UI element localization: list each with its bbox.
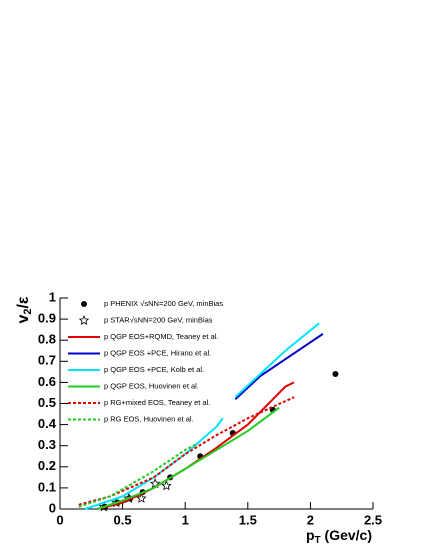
y-tick-label: 0.5 [38, 395, 56, 410]
legend-label: p STAR√sNN=200 GeV, minBias [104, 315, 213, 324]
series-line [97, 381, 295, 510]
y-label-rest: /ε [15, 296, 32, 308]
legend-label: p RG+mixed EOS, Teaney et al. [104, 398, 210, 407]
x-tick-label: 2 [307, 512, 314, 527]
series-line [78, 396, 295, 506]
x-label-rest: (Gev/c) [321, 527, 372, 543]
legend-symbol [81, 301, 87, 307]
y-tick-label: 0 [49, 500, 56, 515]
data-point [332, 370, 339, 377]
legend-symbol [78, 314, 90, 325]
y-tick-label: 0.8 [38, 332, 56, 347]
y-tick-label: 0.2 [38, 458, 56, 473]
x-label-main: p [306, 527, 315, 543]
series-line [84, 322, 320, 510]
legend-label: p QGP EOS +PCE, Kolb et al. [104, 365, 204, 374]
data-point [161, 480, 172, 491]
data-point [149, 478, 161, 489]
x-tick-label: 1.5 [239, 512, 257, 527]
legend-label: p QGP EOS +PCE, Hirano et al. [104, 348, 211, 357]
x-label-sub: T [315, 535, 321, 546]
y-tick-label: 0.4 [38, 416, 57, 431]
legend-label: p QGP EOS+RQMD, Teaney et al. [104, 332, 219, 341]
y-tick-label: 0.1 [38, 479, 56, 494]
y-axis-label: v2/ε [15, 296, 34, 323]
y-tick-label: 0.9 [38, 311, 56, 326]
x-tick-label: 1 [182, 512, 189, 527]
legend-label: p QGP EOS, Huovinen et al. [104, 381, 199, 390]
series-line [78, 442, 199, 508]
x-tick-label: 0.5 [114, 512, 132, 527]
x-axis-label: pT (Gev/c) [306, 527, 372, 546]
y-tick-label: 0.7 [38, 353, 56, 368]
legend-label: p PHENIX √sNN=200 GeV, minBias [104, 299, 223, 308]
series-line [97, 406, 280, 510]
y-tick-label: 0.6 [38, 374, 56, 389]
y-label-sub: 2 [22, 309, 34, 315]
legend-label: p RG EOS, Huovinen et al. [104, 414, 194, 423]
y-tick-label: 1 [49, 289, 56, 304]
series-line [234, 333, 324, 401]
data-point [136, 492, 147, 503]
y-tick-label: 0.3 [38, 437, 56, 452]
x-tick-label: 2.5 [364, 512, 382, 527]
y-label-main: v [15, 315, 32, 324]
x-tick-label: 0 [56, 512, 63, 527]
